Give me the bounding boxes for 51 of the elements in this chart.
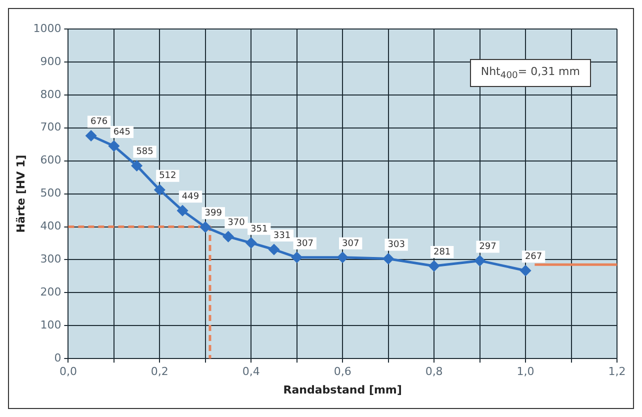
point <box>223 231 234 242</box>
x-tick-label: 0,8 <box>425 365 443 378</box>
y-tick-label: 100 <box>40 318 62 332</box>
point <box>108 140 120 152</box>
y-tick-label: 200 <box>40 286 62 299</box>
point <box>132 160 142 172</box>
data-label: 281 <box>433 247 451 258</box>
data-label: 676 <box>90 117 108 128</box>
data-label: 370 <box>228 218 246 228</box>
data-label: 303 <box>388 240 405 250</box>
data-label: 645 <box>113 127 131 138</box>
y-tick-label: 0 <box>54 351 62 364</box>
point <box>337 252 348 263</box>
data-label: 351 <box>250 224 268 234</box>
annotation: Nht$_{400}$= 0,31 mm <box>470 59 591 88</box>
point <box>428 260 440 272</box>
data-label: 512 <box>159 171 176 182</box>
point <box>154 184 165 196</box>
x-tick-label: 1,2 <box>608 365 626 378</box>
point <box>86 130 96 142</box>
y-axis-title: Härte [HV 1] <box>14 154 28 233</box>
y-tick-label: 400 <box>40 220 62 233</box>
point <box>268 244 280 255</box>
x-tick-label: 1,0 <box>516 365 534 378</box>
data-label: 331 <box>273 230 291 241</box>
point <box>246 238 256 248</box>
point <box>474 255 486 266</box>
point <box>200 222 211 232</box>
y-tick-label: 500 <box>40 186 62 200</box>
data-label: 399 <box>204 208 222 218</box>
y-tick-label: 900 <box>40 54 62 68</box>
y-tick-label: 600 <box>40 154 62 167</box>
y-tick-label: 1000 <box>33 22 62 35</box>
y-tick-label: 700 <box>40 120 62 134</box>
x-tick-label: 0,0 <box>59 365 77 378</box>
y-tick-label: 800 <box>40 88 62 101</box>
x-axis-title: Randabstand [mm] <box>283 383 402 396</box>
data-label: 307 <box>296 238 314 249</box>
point <box>520 265 531 276</box>
data-label: 449 <box>182 192 200 202</box>
data-label: 307 <box>342 238 360 249</box>
data-label: 267 <box>524 252 542 262</box>
point <box>383 253 394 264</box>
x-tick-label: 0,4 <box>242 365 260 378</box>
x-tick-label: 0,6 <box>334 365 352 378</box>
point <box>292 252 302 263</box>
data-label: 297 <box>479 242 496 252</box>
x-tick-label: 0,2 <box>150 365 168 378</box>
point <box>177 205 188 216</box>
y-tick-label: 300 <box>40 252 62 266</box>
data-label: 585 <box>136 147 154 158</box>
